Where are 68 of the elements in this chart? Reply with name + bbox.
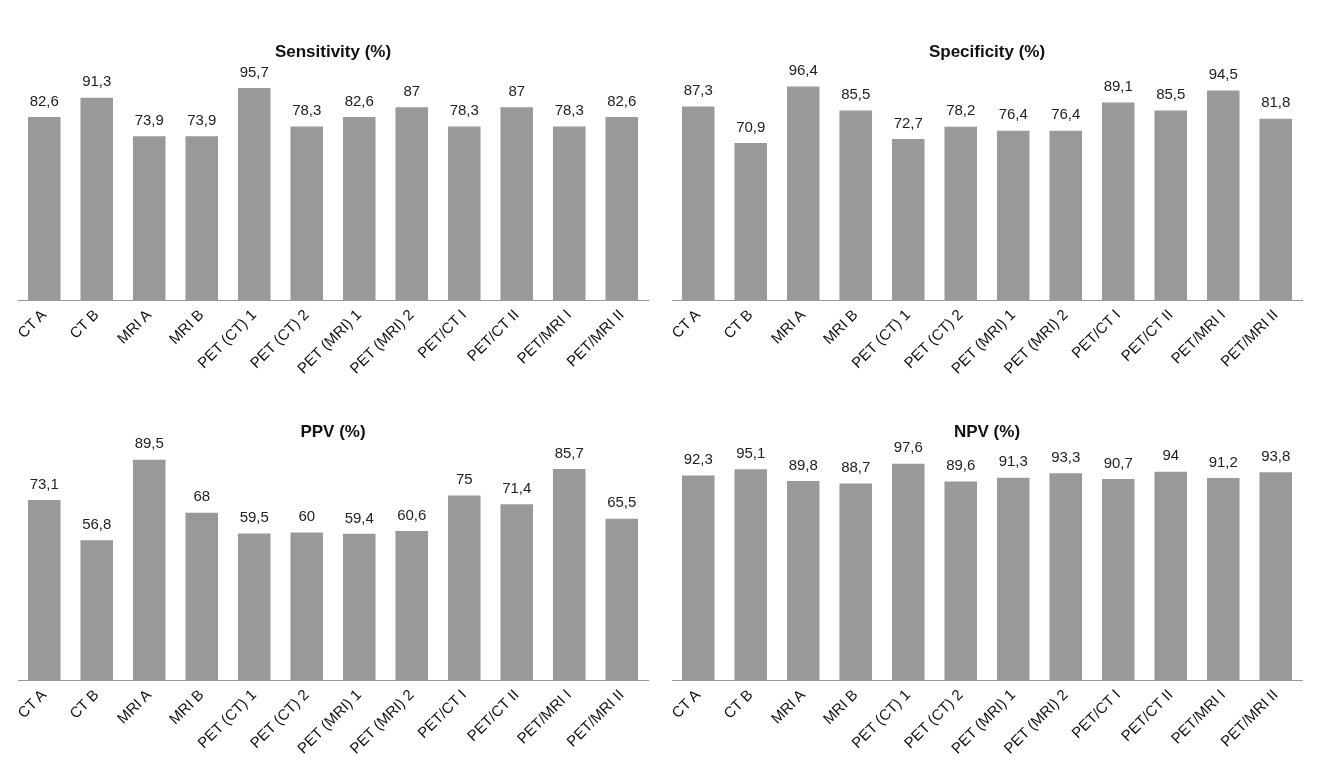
x-tick-label: CT A (667, 305, 704, 342)
data-label: 93,8 (1261, 446, 1291, 464)
data-label: 76,4 (998, 105, 1028, 123)
x-tick-label: MRI A (767, 685, 809, 727)
x-tick-label: MRI B (165, 305, 207, 348)
data-label: 87,3 (683, 81, 713, 99)
data-label: 85,5 (841, 85, 871, 103)
x-tick-label: CT B (719, 685, 756, 722)
data-label: 73,1 (29, 474, 59, 492)
data-label: 82,6 (344, 91, 374, 109)
data-label: 65,5 (607, 493, 637, 511)
data-label: 60,6 (397, 505, 427, 523)
data-label: 87 (403, 81, 421, 99)
data-label: 94 (1162, 446, 1180, 464)
data-label: 73,9 (187, 110, 217, 128)
data-label: 87 (508, 81, 526, 99)
data-label: 71,4 (502, 478, 532, 496)
chart-title: PPV (%) (300, 421, 366, 441)
x-tick-label: CT A (13, 305, 50, 342)
data-label: 97,6 (893, 438, 923, 456)
x-tick-label: MRI B (819, 685, 861, 728)
data-label: 73,9 (134, 110, 164, 128)
chart-title: Specificity (%) (928, 41, 1046, 61)
data-label: 70,9 (736, 117, 766, 135)
data-label: 56,8 (82, 514, 112, 532)
data-label: 93,3 (1051, 447, 1081, 465)
data-label: 76,4 (1051, 105, 1081, 123)
data-label: 78,3 (292, 101, 322, 119)
x-tick-label: CT B (65, 305, 102, 342)
data-label: 89,8 (788, 455, 818, 473)
data-label: 59,5 (239, 508, 269, 526)
data-label: 91,3 (82, 72, 112, 90)
data-label: 82,6 (29, 91, 59, 109)
data-label: 75 (455, 470, 473, 488)
x-tick-label: MRI A (113, 685, 155, 727)
x-tick-label: MRI B (819, 305, 861, 348)
data-label: 85,7 (554, 443, 584, 461)
data-label: 89,6 (946, 456, 976, 474)
x-tick-label: CT A (13, 685, 50, 722)
data-label: 88,7 (841, 458, 871, 476)
data-label: 81,8 (1261, 93, 1291, 111)
data-label: 59,4 (344, 508, 374, 526)
x-tick-label: MRI B (165, 685, 207, 728)
data-label: 95,1 (736, 443, 766, 461)
data-label: 60 (298, 507, 316, 525)
data-label: 94,5 (1208, 65, 1238, 83)
data-label: 72,7 (893, 113, 923, 131)
data-label: 78,3 (449, 101, 479, 119)
data-label: 89,1 (1103, 77, 1133, 95)
data-label: 91,2 (1208, 452, 1238, 470)
x-tick-label: CT B (65, 685, 102, 722)
data-label: 82,6 (607, 91, 637, 109)
data-label: 96,4 (788, 61, 818, 79)
x-tick-label: MRI A (767, 305, 809, 347)
data-label: 90,7 (1103, 453, 1133, 471)
chart-title: NPV (%) (953, 421, 1021, 441)
x-tick-label: CT A (667, 685, 704, 722)
x-tick-label: CT B (719, 305, 756, 342)
data-label: 92,3 (683, 450, 713, 468)
data-label: 78,3 (554, 101, 584, 119)
data-label: 95,7 (239, 62, 269, 80)
data-label: 85,5 (1156, 85, 1186, 103)
data-label: 68 (193, 487, 211, 505)
chart-title: Sensitivity (%) (274, 41, 392, 61)
data-label: 89,5 (134, 434, 164, 452)
data-label: 91,3 (998, 452, 1028, 470)
x-tick-label: MRI A (113, 305, 155, 347)
data-label: 78,2 (946, 101, 976, 119)
